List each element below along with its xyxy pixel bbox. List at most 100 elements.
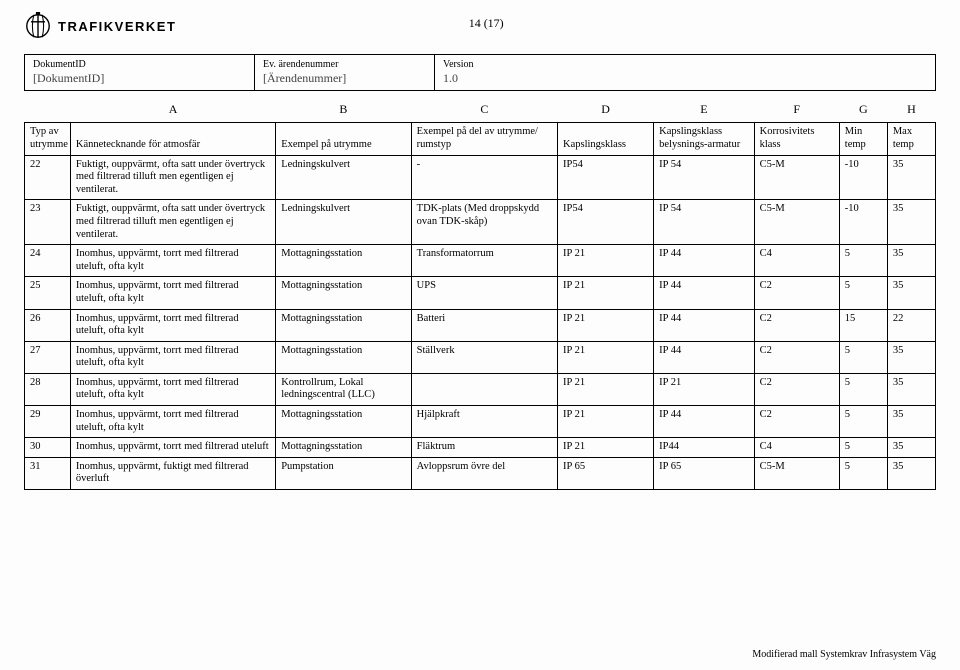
- cell-h: 35: [887, 277, 935, 309]
- cell-b: Mottagningsstation: [276, 277, 411, 309]
- hdr-kor: Korrosivitets klass: [754, 123, 839, 155]
- cell-n: 24: [25, 245, 71, 277]
- cell-c: TDK-plats (Med droppskydd ovan TDK-skåp): [411, 200, 557, 245]
- table-row: 26Inomhus, uppvärmt, torrt med filtrerad…: [25, 309, 936, 341]
- header-row: Typ av utrymmeKännetecknande för atmosfä…: [25, 123, 936, 155]
- cell-f: C5-M: [754, 155, 839, 200]
- cell-c: [411, 373, 557, 405]
- cell-n: 27: [25, 341, 71, 373]
- blank-letter: [25, 99, 71, 123]
- cell-d: IP 21: [558, 438, 654, 458]
- table-row: 23Fuktigt, ouppvärmt, ofta satt under öv…: [25, 200, 936, 245]
- cell-g: -10: [839, 200, 887, 245]
- col-letter-d: D: [558, 99, 654, 123]
- cell-g: 5: [839, 245, 887, 277]
- cell-e: IP 54: [654, 155, 754, 200]
- hdr-kap: Kapslingsklass: [558, 123, 654, 155]
- cell-d: IP54: [558, 155, 654, 200]
- cell-e: IP 65: [654, 457, 754, 489]
- ver-label: Version: [443, 59, 517, 70]
- cell-e: IP 44: [654, 309, 754, 341]
- cell-c: Fläktrum: [411, 438, 557, 458]
- cell-h: 35: [887, 438, 935, 458]
- cell-a: Inomhus, uppvärmt, fuktigt med filtrerad…: [70, 457, 275, 489]
- cell-g: 5: [839, 438, 887, 458]
- cell-g: -10: [839, 155, 887, 200]
- eid-col: Ev. ärendenummer [Ärendenummer]: [255, 55, 435, 90]
- cell-c: Ställverk: [411, 341, 557, 373]
- eid-label: Ev. ärendenummer: [263, 59, 426, 70]
- cell-d: IP 21: [558, 277, 654, 309]
- cell-a: Inomhus, uppvärmt, torrt med filtrerad u…: [70, 309, 275, 341]
- hdr-ex_rum: Exempel på del av utrymme/ rumstyp: [411, 123, 557, 155]
- cell-h: 22: [887, 309, 935, 341]
- hdr-max: Max temp: [887, 123, 935, 155]
- cell-e: IP 44: [654, 245, 754, 277]
- cell-c: Transformatorrum: [411, 245, 557, 277]
- eid-value: [Ärendenummer]: [263, 70, 426, 86]
- table-row: 25Inomhus, uppvärmt, torrt med filtrerad…: [25, 277, 936, 309]
- cell-g: 5: [839, 373, 887, 405]
- hdr-ex_utr: Exempel på utrymme: [276, 123, 411, 155]
- main-table: A B C D E F G H Typ av utrymmeKänneteckn…: [24, 99, 936, 490]
- cell-b: Mottagningsstation: [276, 341, 411, 373]
- cell-f: C5-M: [754, 457, 839, 489]
- table-row: 30Inomhus, uppvärmt, torrt med filtrerad…: [25, 438, 936, 458]
- cell-n: 26: [25, 309, 71, 341]
- col-letter-f: F: [754, 99, 839, 123]
- logo-block: TRAFIKVERKET: [24, 12, 176, 40]
- cell-f: C2: [754, 309, 839, 341]
- cell-e: IP 44: [654, 341, 754, 373]
- cell-f: C2: [754, 406, 839, 438]
- trafikverket-logo-icon: [24, 12, 52, 40]
- cell-h: 35: [887, 155, 935, 200]
- cell-c: -: [411, 155, 557, 200]
- cell-a: Inomhus, uppvärmt, torrt med filtrerad u…: [70, 406, 275, 438]
- cell-b: Kontrollrum, Lokal ledningscentral (LLC): [276, 373, 411, 405]
- header: TRAFIKVERKET 14 (17): [0, 0, 960, 48]
- doc-id-col: DokumentID [DokumentID]: [25, 55, 255, 90]
- hdr-min: Min temp: [839, 123, 887, 155]
- ver-col: Version 1.0: [435, 55, 525, 90]
- cell-e: IP44: [654, 438, 754, 458]
- cell-c: UPS: [411, 277, 557, 309]
- cell-b: Mottagningsstation: [276, 245, 411, 277]
- cell-e: IP 44: [654, 277, 754, 309]
- cell-a: Fuktigt, ouppvärmt, ofta satt under över…: [70, 200, 275, 245]
- col-letter-g: G: [839, 99, 887, 123]
- cell-g: 5: [839, 341, 887, 373]
- cell-g: 15: [839, 309, 887, 341]
- cell-n: 31: [25, 457, 71, 489]
- hdr-kan: Kännetecknande för atmosfär: [70, 123, 275, 155]
- hdr-typ: Typ av utrymme: [25, 123, 71, 155]
- table-row: 24Inomhus, uppvärmt, torrt med filtrerad…: [25, 245, 936, 277]
- cell-b: Mottagningsstation: [276, 406, 411, 438]
- cell-d: IP 65: [558, 457, 654, 489]
- cell-a: Inomhus, uppvärmt, torrt med filtrerad u…: [70, 341, 275, 373]
- cell-d: IP 21: [558, 309, 654, 341]
- cell-h: 35: [887, 341, 935, 373]
- table-row: 22Fuktigt, ouppvärmt, ofta satt under öv…: [25, 155, 936, 200]
- cell-e: IP 44: [654, 406, 754, 438]
- table-row: 31Inomhus, uppvärmt, fuktigt med filtrer…: [25, 457, 936, 489]
- cell-e: IP 54: [654, 200, 754, 245]
- doc-meta: DokumentID [DokumentID] Ev. ärendenummer…: [24, 54, 936, 91]
- cell-n: 25: [25, 277, 71, 309]
- cell-a: Inomhus, uppvärmt, torrt med filtrerad u…: [70, 245, 275, 277]
- doc-id-label: DokumentID: [33, 59, 246, 70]
- cell-g: 5: [839, 457, 887, 489]
- cell-a: Inomhus, uppvärmt, torrt med filtrerad u…: [70, 277, 275, 309]
- cell-h: 35: [887, 245, 935, 277]
- hdr-kap_bel: Kapslingsklass belysnings-armatur: [654, 123, 754, 155]
- footer-text: Modifierad mall Systemkrav Infrasystem V…: [752, 649, 936, 660]
- table-row: 29Inomhus, uppvärmt, torrt med filtrerad…: [25, 406, 936, 438]
- cell-d: IP 21: [558, 373, 654, 405]
- page-number: 14 (17): [176, 12, 796, 31]
- cell-a: Inomhus, uppvärmt, torrt med filtrerad u…: [70, 373, 275, 405]
- col-letter-a: A: [70, 99, 275, 123]
- cell-b: Ledningskulvert: [276, 200, 411, 245]
- cell-n: 23: [25, 200, 71, 245]
- cell-h: 35: [887, 200, 935, 245]
- cell-f: C2: [754, 373, 839, 405]
- col-letter-b: B: [276, 99, 411, 123]
